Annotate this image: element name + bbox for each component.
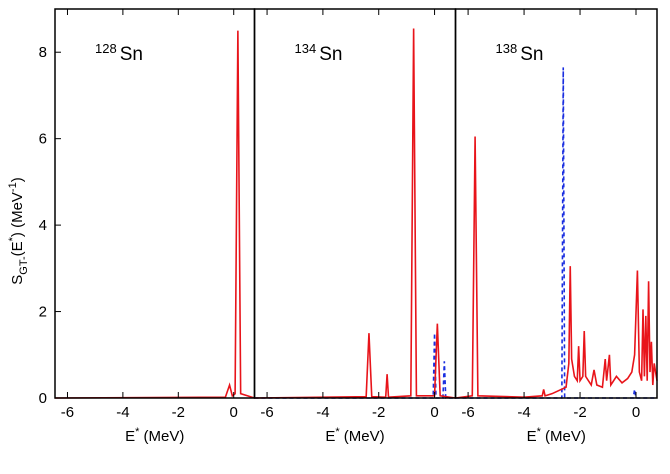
title-element: Sn — [520, 44, 543, 65]
x-label-part: (MeV) — [541, 428, 586, 445]
x-label-part: * — [135, 426, 140, 438]
series-line — [455, 136, 658, 399]
y-label-part: S — [9, 275, 26, 285]
x-tick-label: -6 — [461, 404, 474, 421]
y-tick-label: 2 — [39, 304, 47, 321]
x-tick-label: 0 — [430, 404, 438, 421]
panel-frame — [54, 8, 256, 399]
x-tick-label: 0 — [632, 404, 640, 421]
y-tick-label: 8 — [39, 44, 47, 61]
x-tick-label: -2 — [372, 404, 385, 421]
x-tick-label: -4 — [517, 404, 530, 421]
title-mass: 138 — [496, 41, 518, 56]
title-mass: 128 — [95, 41, 117, 56]
x-label-part: E — [527, 428, 537, 445]
y-label-part: ) — [9, 177, 26, 182]
y-label-part: GT- — [18, 256, 30, 275]
x-tick-label: 0 — [230, 404, 238, 421]
x-axis-label: E* (MeV) — [125, 426, 184, 445]
x-label-part: E — [125, 428, 135, 445]
x-axis-label: E* (MeV) — [527, 426, 586, 445]
x-label-part: * — [335, 426, 340, 438]
y-tick-label: 6 — [39, 131, 47, 148]
title-element: Sn — [120, 44, 143, 65]
x-label-part: (MeV) — [340, 428, 385, 445]
x-axis-label: E* (MeV) — [325, 426, 384, 445]
title-element: Sn — [319, 44, 342, 65]
x-label-part: E — [325, 428, 335, 445]
title-mass: 134 — [295, 41, 317, 56]
y-tick-label: 0 — [39, 390, 47, 407]
panel-title: 138 Sn — [496, 41, 544, 65]
panel-title: 128 Sn — [95, 41, 143, 65]
x-tick-label: -4 — [316, 404, 329, 421]
x-tick-label: -6 — [61, 404, 74, 421]
series-line — [455, 67, 657, 399]
series-line — [254, 28, 456, 399]
panel-title: 134 Sn — [295, 41, 343, 65]
y-label-part: ) (MeV — [9, 192, 26, 237]
y-label-part: * — [7, 236, 19, 241]
series-line — [254, 333, 456, 399]
y-tick-label: 4 — [39, 217, 47, 234]
series-line — [54, 30, 255, 399]
y-label-part: -1 — [7, 182, 19, 192]
x-tick-label: -4 — [116, 404, 129, 421]
x-tick-label: -2 — [172, 404, 185, 421]
y-axis-label: SGT-(E*) (MeV-1) — [7, 177, 30, 284]
x-label-part: * — [537, 426, 542, 438]
panel-frame — [253, 8, 457, 399]
x-tick-label: -6 — [260, 404, 273, 421]
x-tick-label: -2 — [573, 404, 586, 421]
x-label-part: (MeV) — [139, 428, 184, 445]
panel-frame — [454, 8, 658, 399]
y-label-part: (E — [9, 241, 26, 256]
